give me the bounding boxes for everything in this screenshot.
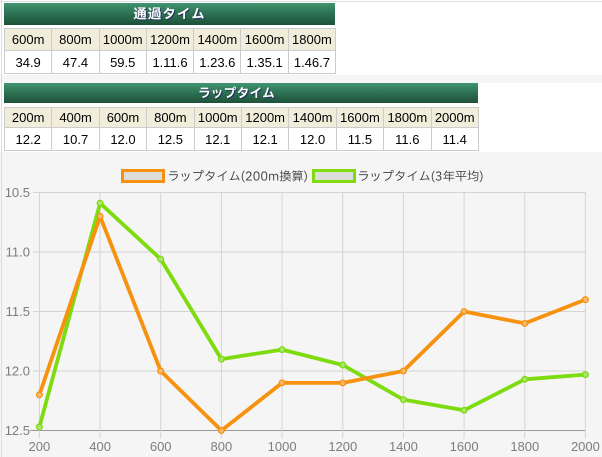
svg-text:12.0: 12.0 [5, 364, 30, 379]
svg-text:11.0: 11.0 [6, 245, 30, 260]
svg-text:1800: 1800 [510, 439, 539, 454]
svg-text:1000: 1000 [268, 439, 297, 454]
svg-text:200: 200 [29, 439, 51, 454]
svg-text:11.5: 11.5 [6, 304, 30, 319]
svg-text:12.5: 12.5 [5, 423, 30, 438]
svg-text:1200: 1200 [328, 439, 357, 454]
svg-text:1400: 1400 [389, 439, 418, 454]
svg-text:800: 800 [211, 439, 233, 454]
svg-text:400: 400 [89, 439, 111, 454]
svg-text:1600: 1600 [450, 439, 479, 454]
svg-text:10.5: 10.5 [5, 185, 30, 200]
svg-text:600: 600 [150, 439, 172, 454]
svg-text:2000: 2000 [571, 439, 600, 454]
